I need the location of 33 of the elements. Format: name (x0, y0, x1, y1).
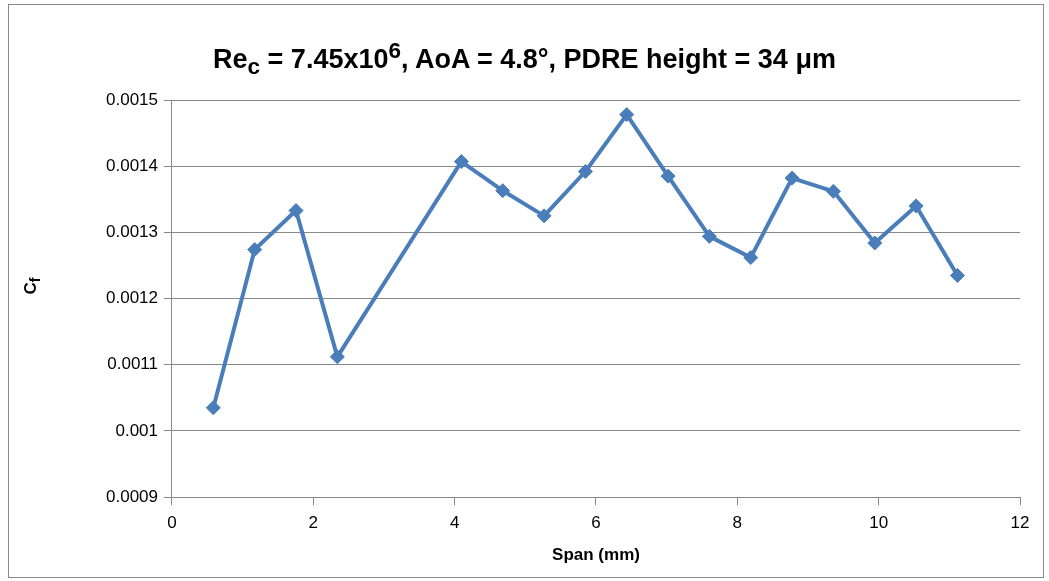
point (288, 203, 304, 219)
point (949, 267, 965, 283)
point (619, 107, 635, 123)
x-tick-label: 2 (308, 513, 319, 533)
point (577, 164, 593, 179)
point (247, 242, 263, 258)
y-tick-label: 0.0013 (106, 222, 158, 242)
point (660, 168, 676, 184)
point (743, 250, 759, 266)
point (495, 183, 511, 199)
point (453, 154, 469, 170)
point (536, 208, 552, 224)
point (908, 198, 924, 214)
x-tick-label: 8 (732, 513, 743, 533)
x-tick-label: 10 (869, 513, 889, 533)
y-tick-label: 0.0009 (106, 486, 158, 506)
x-tick-label: 12 (1010, 513, 1030, 533)
x-axis-title: Span (mm) (552, 545, 640, 565)
y-tick-label: 0.0011 (107, 354, 158, 374)
y-tick-label: 0.0014 (106, 155, 158, 175)
y-tick-label: 0.001 (115, 420, 158, 440)
point (329, 349, 345, 365)
x-tick-label: 0 (167, 513, 177, 533)
point (205, 400, 221, 416)
x-tick-label: 4 (449, 513, 460, 533)
chart-title: Re$_{c}$ = 7.45x10$^{6}$, AoA = 4.8°, PDRE height = 34 μm (212, 38, 837, 81)
point (867, 235, 883, 251)
y-tick-label: 0.0015 (106, 89, 158, 109)
point (784, 170, 800, 186)
x-tick-label: 6 (591, 513, 601, 533)
point (825, 183, 841, 199)
y-tick-label: 0.0012 (106, 288, 158, 308)
point (701, 228, 717, 244)
